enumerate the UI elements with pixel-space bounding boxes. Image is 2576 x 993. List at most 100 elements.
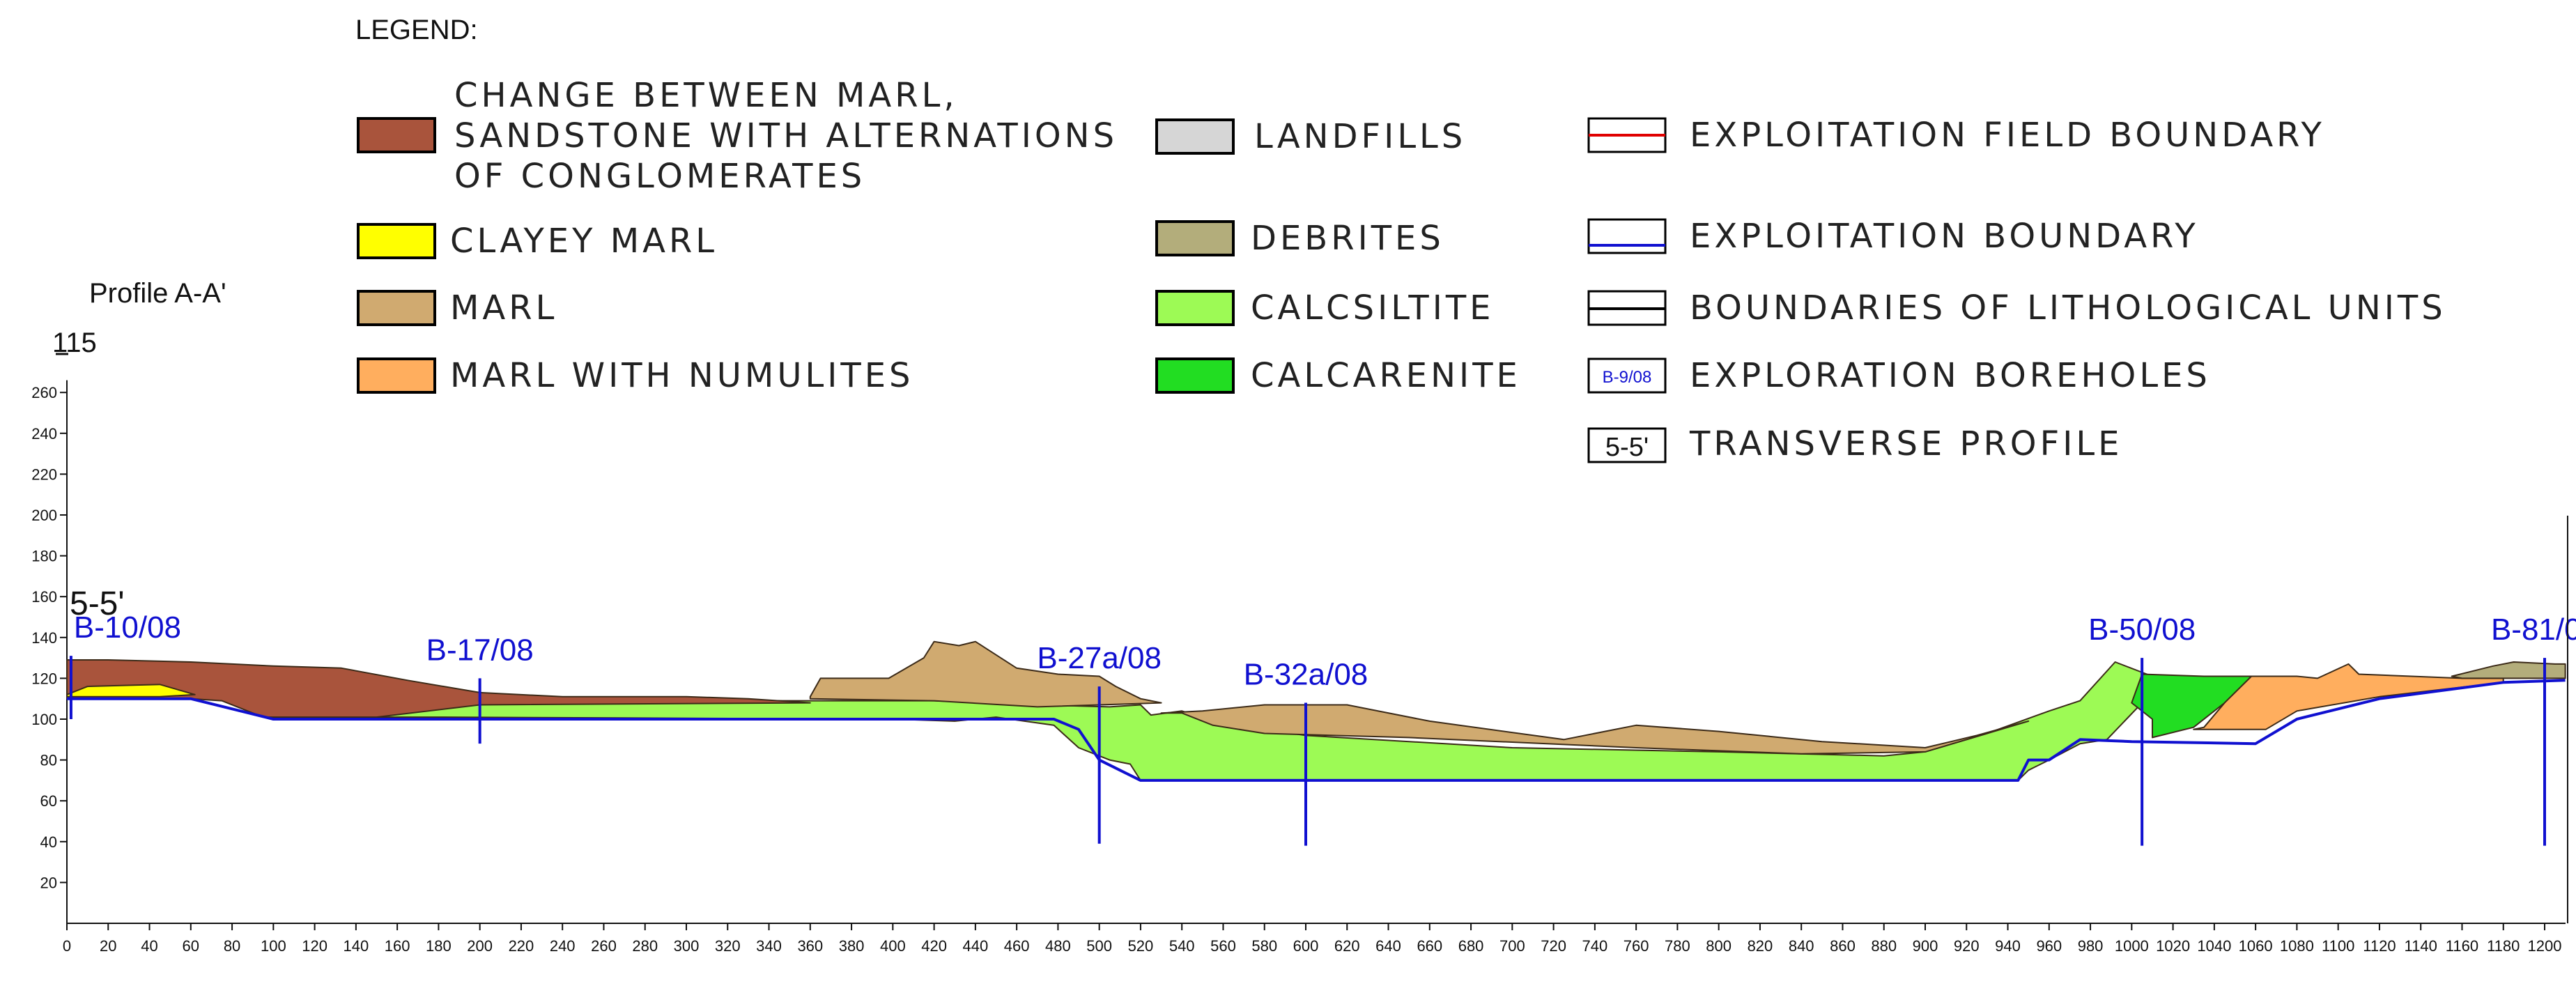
x-tick-label: 220 (509, 937, 534, 955)
legend-label: SANDSTONE WITH ALTERNATIONS (454, 116, 1118, 155)
y-tick-label: 260 (31, 384, 57, 401)
x-tick-label: 360 (797, 937, 823, 955)
x-tick-label: 560 (1210, 937, 1236, 955)
x-tick-label: 1020 (2156, 937, 2190, 955)
x-tick-label: 180 (426, 937, 452, 955)
legend-swatch (1155, 357, 1235, 394)
x-tick-label: 880 (1871, 937, 1897, 955)
x-tick-label: 200 (467, 937, 493, 955)
legend-item-field-boundary: EXPLOITATION FIELD BOUNDARY (1587, 116, 2322, 155)
borehole-label: B-17/08 (426, 633, 534, 667)
legend-label: DEBRITES (1251, 219, 1444, 258)
x-tick-label: 800 (1706, 937, 1732, 955)
legend-item-mixed: CHANGE BETWEEN MARL, SANDSTONE WITH ALTE… (357, 76, 1118, 196)
x-tick-label: 580 (1251, 937, 1277, 955)
x-tick-label: 980 (2078, 937, 2104, 955)
lithology-layer (2451, 661, 2566, 679)
x-tick-label: 1100 (2322, 937, 2354, 955)
x-tick-label: 1140 (2405, 937, 2437, 955)
x-tick-label: 300 (674, 937, 700, 955)
legend-label: BOUNDARIES OF LITHOLOGICAL UNITS (1690, 288, 2446, 328)
y-axis: 20 40 60 80 100 120 140 160 180 200 220 240 260 (31, 380, 68, 923)
borehole-label: B-27a/08 (1037, 641, 1162, 675)
x-tick-label: 400 (880, 937, 906, 955)
y-tick-label: 100 (31, 711, 57, 728)
legend-borehole-sample: B-9/08 (1603, 368, 1652, 387)
x-tick-label: 480 (1045, 937, 1071, 955)
x-tick-label: 0 (63, 937, 71, 955)
borehole-label: B-32a/08 (1244, 658, 1368, 692)
x-tick-label: 160 (385, 937, 410, 955)
exploitation-boundary (67, 679, 2566, 782)
x-tick-label: 680 (1458, 937, 1484, 955)
legend-item-litho-boundaries: BOUNDARIES OF LITHOLOGICAL UNITS (1587, 288, 2446, 328)
legend-item-calcarenite: CALCARENITE (1155, 356, 1521, 395)
lithology-layer (66, 684, 196, 698)
x-tick-label: 1080 (2280, 937, 2314, 955)
legend-swatch (1587, 357, 1667, 394)
x-tick-label: 940 (1995, 937, 2021, 955)
borehole-label: B-50/08 (2088, 613, 2196, 647)
x-tick-label: 40 (141, 937, 157, 955)
legend-label: TRANSVERSE PROFILE (1689, 424, 2122, 463)
y-tick-label: 200 (31, 507, 57, 524)
x-tick-label: 240 (550, 937, 576, 955)
x-tick-label: 60 (183, 937, 199, 955)
x-tick-label: 520 (1128, 937, 1154, 955)
legend-label: LANDFILLS (1254, 117, 1466, 156)
lithology-layers (66, 640, 2566, 781)
x-tick-label: 1160 (2446, 937, 2478, 955)
legend-item-landfills: LANDFILLS (1155, 117, 1466, 156)
legend-swatch (357, 357, 436, 394)
x-tick-label: 260 (591, 937, 617, 955)
x-tick-label: 900 (1913, 937, 1938, 955)
legend-item-marl: MARL (357, 288, 554, 328)
x-tick-label: 780 (1665, 937, 1690, 955)
legend-profile-sample: 5-5' (1605, 433, 1649, 462)
x-tick-label: 80 (224, 937, 240, 955)
legend-label: EXPLORATION BOREHOLES (1690, 356, 2211, 395)
x-tick-label: 740 (1582, 937, 1608, 955)
x-tick-label: 620 (1334, 937, 1360, 955)
x-tick-label: 20 (100, 937, 116, 955)
lithology-layer (809, 640, 1162, 708)
x-tick-label: 340 (756, 937, 782, 955)
legend-title: LEGEND: (355, 15, 478, 45)
legend-item-exploitation-boundary: EXPLOITATION BOUNDARY (1587, 217, 2196, 256)
x-tick-label: 460 (1004, 937, 1030, 955)
x-tick-label: 960 (2036, 937, 2062, 955)
legend-swatch (1155, 118, 1235, 155)
x-tick-label: 920 (1954, 937, 1980, 955)
legend-label: CHANGE BETWEEN MARL, (454, 76, 958, 115)
legend-label: CALCARENITE (1251, 356, 1521, 395)
y-tick-label: 120 (31, 670, 57, 687)
legend: LEGEND: CHANGE BETWEEN MARL, SANDSTONE W… (355, 15, 2446, 463)
y-tick-label: 160 (31, 588, 57, 606)
lithology-layer (1160, 704, 2030, 755)
legend-item-boreholes: B-9/08 EXPLORATION BOREHOLES (1587, 356, 2211, 395)
y-tick-label: 40 (40, 833, 57, 851)
x-tick-label: 100 (261, 937, 286, 955)
x-tick-label: 1200 (2528, 937, 2562, 955)
x-tick-label: 1120 (2363, 937, 2396, 955)
lithology-layer (2193, 663, 2504, 730)
x-tick-label: 1060 (2239, 937, 2273, 955)
y-tick-label: 220 (31, 465, 57, 483)
transverse-profile-label: 5-5' (70, 585, 125, 622)
y-tick-label: 60 (40, 792, 57, 810)
x-tick-label: 1180 (2487, 937, 2520, 955)
borehole-label: B-10/08 (74, 610, 181, 645)
x-tick-label: 540 (1169, 937, 1195, 955)
x-tick-label: 700 (1499, 937, 1525, 955)
lithology-layer (66, 659, 811, 718)
legend-item-clayey-marl: CLAYEY MARL (357, 222, 714, 261)
legend-item-marl-numulites: MARL WITH NUMULITES (357, 356, 911, 395)
x-tick-label: 320 (715, 937, 741, 955)
legend-item-transverse-profile: 5-5' TRANSVERSE PROFILE (1587, 424, 2122, 463)
legend-swatch (357, 223, 436, 259)
x-tick-label: 440 (963, 937, 989, 955)
x-tick-label: 500 (1086, 937, 1112, 955)
y-tick-label: 20 (40, 874, 57, 891)
x-tick-label: 820 (1748, 937, 1773, 955)
